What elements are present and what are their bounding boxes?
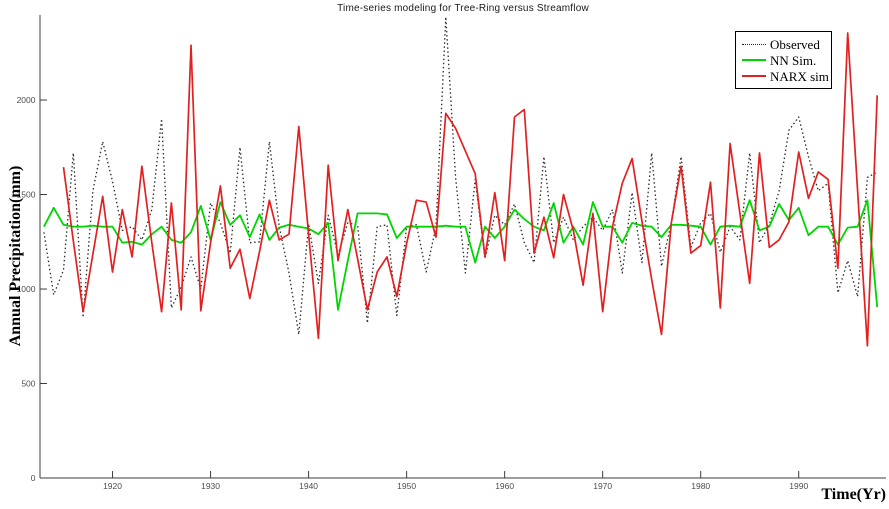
legend-label-narx-sim: NARX sim	[770, 68, 829, 84]
narx-sim-line-swatch	[742, 75, 766, 77]
x-tick-label: 1970	[593, 481, 612, 491]
legend-item-observed: Observed	[742, 36, 831, 52]
chart-title: Time-series modeling for Tree-Ring versu…	[337, 3, 589, 14]
y-tick-label: 500	[21, 379, 35, 389]
legend-label-observed: Observed	[770, 36, 820, 52]
y-tick-label: 2000	[17, 95, 36, 105]
y-tick-label: 1500	[17, 190, 36, 200]
x-tick-label: 1940	[299, 481, 318, 491]
x-tick-label: 1930	[201, 481, 220, 491]
x-tick-label: 1990	[789, 481, 808, 491]
x-tick-label: 1960	[495, 481, 514, 491]
legend-label-nn-sim: NN Sim.	[770, 52, 817, 68]
nn-sim-line-swatch	[742, 59, 766, 61]
x-tick-label: 1950	[397, 481, 416, 491]
observed-line-swatch	[742, 43, 766, 45]
y-axis-label: Annual Precipitation(mm)	[7, 165, 24, 347]
y-tick-label: 0	[31, 473, 36, 483]
x-tick-label: 1980	[691, 481, 710, 491]
x-tick-label: 1920	[103, 481, 122, 491]
x-axis-label: Time(Yr)	[821, 486, 886, 503]
legend: Observed NN Sim. NARX sim	[735, 31, 832, 89]
legend-item-narx-sim: NARX sim	[742, 68, 831, 84]
series-line-nn-sim	[43, 199, 879, 311]
y-tick-label: 1000	[17, 284, 36, 294]
legend-item-nn-sim: NN Sim.	[742, 52, 831, 68]
series-line-narx-sim	[62, 32, 879, 347]
